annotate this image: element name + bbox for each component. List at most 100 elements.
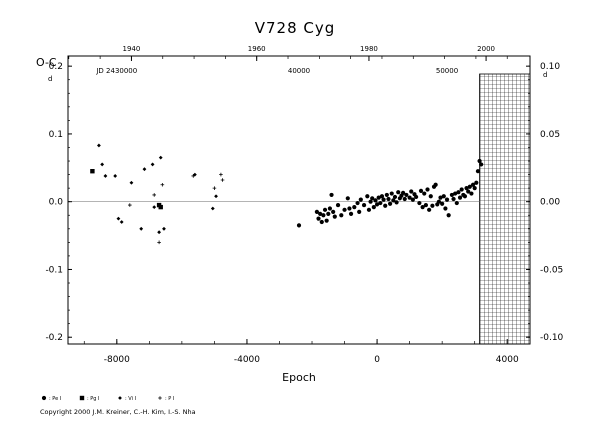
data-point-circle (329, 192, 334, 198)
top-year-label: 1960 (248, 45, 266, 53)
data-point-circle (474, 180, 479, 185)
top-year-label: 1980 (360, 45, 378, 53)
data-point-circle (389, 191, 394, 196)
data-point-diamond (139, 226, 144, 231)
y-tick-label: 0.0 (49, 198, 64, 208)
data-point-diamond (97, 143, 101, 148)
data-point-diamond (150, 162, 155, 167)
y-unit-left: d (48, 75, 52, 83)
data-point-circle (456, 190, 461, 195)
data-point-circle (459, 187, 464, 192)
data-point-circle (331, 209, 336, 214)
data-point-circle (326, 211, 331, 216)
hatched-band (479, 73, 531, 345)
hatched-region (479, 73, 531, 345)
data-point-circle (414, 194, 419, 200)
data-point-circle (376, 195, 381, 200)
y-tick-label: -0.2 (45, 333, 63, 343)
data-point-diamond (158, 155, 163, 160)
data-point-circle (457, 195, 463, 200)
data-point-circle (430, 203, 435, 208)
copyright: Copyright 2000 J.M. Kreiner, C.-H. Kim, … (40, 408, 196, 416)
data-point-circle (392, 194, 398, 200)
data-point-circle (314, 209, 319, 214)
data-point-circle (319, 219, 324, 225)
data-point-circle (477, 158, 482, 164)
data-point-circle (417, 200, 422, 206)
data-point-circle (449, 192, 455, 198)
data-point-circle (469, 191, 474, 196)
data-point-plus (212, 186, 217, 190)
legend-label: : P I (165, 396, 174, 402)
legend-label: : Pg I (87, 396, 100, 402)
jd-label: 50000 (436, 67, 458, 75)
data-point-plus (158, 396, 162, 400)
data-point-square (79, 395, 85, 401)
data-point-circle (444, 197, 450, 202)
right-tick-label: 0.00 (540, 198, 560, 208)
data-point-plus (152, 193, 157, 197)
data-point-circle (384, 192, 389, 198)
x-axis-label: Epoch (282, 371, 316, 384)
data-point-circle (453, 191, 458, 196)
data-point-circle (475, 169, 481, 174)
plot-frame (67, 55, 531, 345)
data-point-circle (324, 218, 329, 223)
data-point-circle (383, 203, 388, 208)
data-point-circle (438, 195, 443, 200)
y-tick-label: 0.2 (49, 62, 63, 72)
data-point-circle (316, 216, 321, 221)
data-point-plus (219, 172, 223, 177)
data-point-circle (373, 198, 378, 203)
data-point-circle (327, 206, 333, 211)
data-point-circle (428, 194, 433, 199)
data-point-plus (191, 174, 196, 178)
data-point-circle (321, 213, 326, 218)
data-point-circle (378, 200, 383, 206)
data-point-circle (451, 196, 456, 202)
data-point-circle (427, 207, 432, 212)
data-point-circle (466, 189, 471, 194)
y-tick-label: -0.1 (45, 265, 63, 275)
data-point-plus (157, 240, 161, 245)
data-point-circle (410, 197, 415, 202)
data-point-circle (464, 186, 469, 191)
data-point-square (158, 204, 163, 210)
top-year-label: 2000 (477, 45, 495, 53)
data-point-circle (443, 206, 448, 211)
data-points (90, 143, 484, 245)
data-point-diamond (210, 206, 215, 211)
jd-label: 40000 (288, 67, 310, 75)
chart-title: V728 Cyg (255, 19, 336, 37)
data-point-circle (472, 186, 477, 191)
data-point-diamond (157, 230, 161, 235)
right-tick-label: -0.05 (540, 265, 563, 275)
data-point-diamond (119, 220, 124, 224)
data-point-circle (332, 214, 337, 219)
data-point-circle (407, 195, 412, 200)
data-point-circle (318, 211, 323, 216)
data-point-circle (352, 205, 357, 210)
data-point-diamond (162, 226, 166, 231)
data-point-circle (436, 199, 442, 204)
data-point-circle (396, 190, 401, 195)
data-point-circle (409, 189, 414, 194)
data-point-circle (401, 190, 406, 195)
x-tick-label: -8000 (104, 355, 130, 365)
right-tick-label: 0.10 (540, 62, 560, 72)
y-tick-label: 0.1 (49, 130, 63, 140)
data-point-circle (446, 213, 451, 218)
data-point-circle (361, 202, 367, 208)
data-point-plus (160, 182, 165, 187)
data-point-diamond (113, 174, 118, 178)
data-point-circle (355, 200, 360, 206)
data-point-circle (342, 207, 347, 212)
data-point-diamond (142, 167, 147, 172)
data-point-circle (394, 200, 399, 205)
x-tick-label: 4000 (496, 355, 519, 365)
legend: : Pe I: Pg I: Vi I: P I (41, 395, 174, 402)
data-point-circle (441, 194, 446, 199)
data-point-circle (462, 194, 468, 199)
data-point-circle (422, 191, 427, 196)
